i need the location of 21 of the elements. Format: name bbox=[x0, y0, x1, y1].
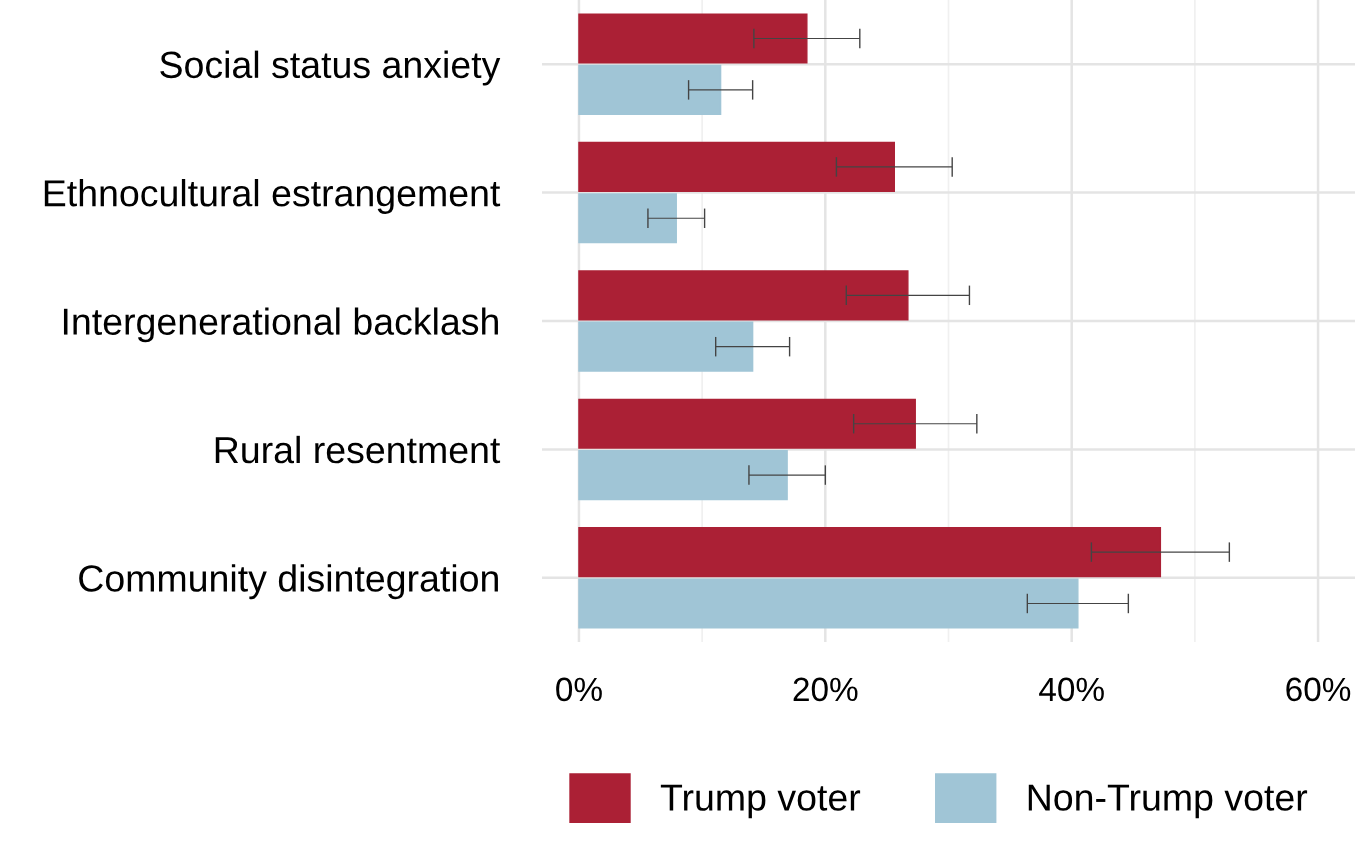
bar bbox=[578, 449, 788, 501]
bar bbox=[578, 270, 909, 321]
y-tick-label: Ethnocultural estrangement bbox=[44, 179, 501, 214]
x-tick-label: 40% bbox=[1039, 677, 1104, 702]
bar bbox=[578, 141, 895, 193]
x-tick-label: 0% bbox=[556, 677, 602, 702]
bar bbox=[578, 578, 1079, 629]
bar bbox=[578, 321, 754, 372]
y-tick-label: Social status anxiety bbox=[160, 50, 501, 86]
legend-label: Trump voter bbox=[660, 784, 861, 819]
bar bbox=[578, 398, 916, 449]
bar bbox=[578, 527, 1162, 578]
y-tick-label: Intergenerational backlash bbox=[63, 307, 498, 343]
x-tick-label: 60% bbox=[1286, 677, 1351, 702]
y-tick-label: Community disintegration bbox=[79, 564, 498, 600]
legend-label: Non-Trump voter bbox=[1028, 784, 1308, 819]
y-tick-label: Rural resentment bbox=[215, 435, 501, 464]
x-tick-label: 20% bbox=[793, 677, 858, 702]
bar bbox=[578, 64, 722, 115]
bar bbox=[578, 193, 677, 244]
bar bbox=[578, 13, 808, 64]
